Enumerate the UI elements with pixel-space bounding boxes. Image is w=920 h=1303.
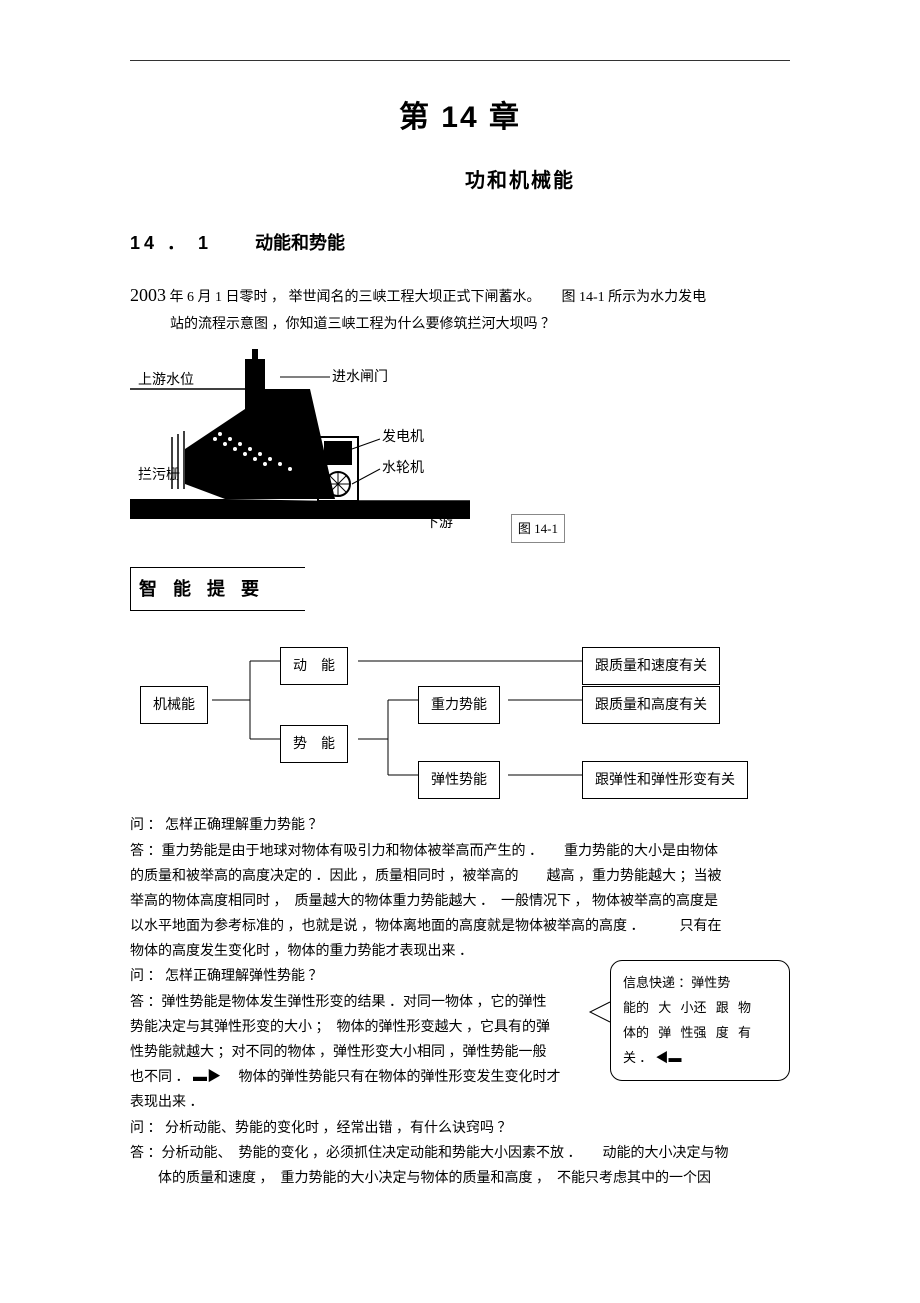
a3-line1: 答 ：分析动能、 势能的变化 ，必须抓住决定动能和势能大小因素不放 ． 动能的大…: [130, 1141, 790, 1166]
a2-line2: 势能决定与其弹性形变的大小 ； 物体的弹性形变越大 ，它具有的弹: [130, 1015, 602, 1040]
arrow-right-icon: ▬▶: [193, 1070, 221, 1085]
q1: 问 ： 怎样正确理解重力势能 ？: [130, 813, 790, 838]
a1-line3: 举高的物体高度相同时 ， 质量越大的物体重力势能越大 ． 一般情况下 ， 物体被…: [130, 889, 790, 914]
q3: 问 ： 分析动能、势能的变化时 ，经常出错 ，有什么诀窍吗 ？: [130, 1116, 790, 1141]
concept-grav-rel: 跟质量和高度有关: [582, 686, 720, 723]
concept-potential: 势 能: [280, 725, 348, 762]
section-title: 14 ． 1 动能和势能: [130, 227, 790, 259]
callout-pointer-icon: [588, 998, 612, 1026]
label-turbine: 水轮机: [382, 460, 424, 476]
a2-line4a: 也不同 ．: [130, 1070, 190, 1085]
callout-l1: 信息快递 ：弹性势: [623, 975, 730, 990]
a2-line4: 也不同 ． ▬▶ 物体的弹性势能只有在物体的弹性形变发生变化时才: [130, 1065, 602, 1090]
a2-line4b: 物体的弹性势能只有在物体的弹性形变发生变化时才: [225, 1070, 561, 1085]
concept-root: 机械能: [140, 686, 208, 723]
intro-line2: 站的流程示意图 ，你知道三峡工程为什么要修筑拦河大坝吗 ？: [130, 312, 790, 337]
a1-line1: 答 ：重力势能是由于地球对物体有吸引力和物体被举高而产生的 ． 重力势能的大小是…: [130, 839, 790, 864]
a2-line3: 性势能就越大 ；对不同的物体 ，弹性形变大小相同 ，弹性势能一般: [130, 1040, 602, 1065]
concept-gravitational: 重力势能: [418, 686, 500, 723]
callout-l4: 关 ．: [623, 1050, 652, 1065]
label-trash-rack: 拦污栅: [138, 467, 180, 483]
info-callout: 信息快递 ：弹性势 能的 大 小还 跟 物 体的 弹 性强 度 有 关 ． ◀▬: [610, 960, 790, 1081]
summary-heading-box: 智能提要: [130, 567, 305, 611]
label-upstream: 上游水位: [138, 372, 194, 388]
figure-caption: 图 14-1: [511, 514, 565, 543]
a1-line2: 的质量和被举高的高度决定的 ．因此 ，质量相同时 ，被举高的 越高 ，重力势能越…: [130, 864, 790, 889]
q2: 问 ： 怎样正确理解弹性势能 ？: [130, 964, 602, 989]
intro-paragraph: 2003 年 6 月 1 日零时 ， 举世闻名的三峡工程大坝正式下闸蓄水。 图 …: [130, 279, 790, 337]
a2-line1: 答 ：弹性势能是物体发生弹性形变的结果 ．对同一物体 ，它的弹性: [130, 990, 602, 1015]
a1-line4: 以水平地面为参考标准的 ，也就是说 ，物体离地面的高度就是物体被举高的高度 ． …: [130, 914, 790, 939]
figure-14-1: 上游水位 进水闸门 拦污栅 发电机 水轮机 下游 图 14-1: [130, 349, 790, 549]
chapter-number: 第 14 章: [130, 91, 790, 145]
intro-line1: 年 6 月 1 日零时 ， 举世闻名的三峡工程大坝正式下闸蓄水。 图 14-1 …: [166, 290, 706, 305]
concept-elastic-rel: 跟弹性和弹性形变有关: [582, 761, 748, 798]
chapter-title: 功和机械能: [130, 163, 790, 199]
section-number: 14 ． 1: [130, 233, 212, 253]
concept-kinetic: 动 能: [280, 647, 348, 684]
a3-line2: 体的质量和速度 ， 重力势能的大小决定与物体的质量和高度 ， 不能只考虑其中的一…: [130, 1166, 790, 1191]
concept-tree: 机械能 动 能 势 能 重力势能 弹性势能 跟质量和速度有关 跟质量和高度有关 …: [130, 625, 770, 795]
top-rule: [130, 60, 790, 61]
qa-block: 问 ： 怎样正确理解重力势能 ？ 答 ：重力势能是由于地球对物体有吸引力和物体被…: [130, 813, 790, 1191]
callout-l3: 体的 弹 性强 度 有: [623, 1025, 751, 1040]
a2-line5: 表现出来 ．: [130, 1090, 602, 1115]
section-name: 动能和势能: [255, 233, 345, 253]
concept-elastic: 弹性势能: [418, 761, 500, 798]
qa2-left: 问 ： 怎样正确理解弹性势能 ？ 答 ：弹性势能是物体发生弹性形变的结果 ．对同…: [130, 964, 602, 1115]
intro-year: 2003: [130, 285, 166, 305]
dam-diagram-svg: 上游水位 进水闸门 拦污栅 发电机 水轮机 下游: [130, 349, 560, 549]
label-generator: 发电机: [382, 429, 424, 445]
callout-wrap: 信息快递 ：弹性势 能的 大 小还 跟 物 体的 弹 性强 度 有 关 ． ◀▬: [610, 960, 790, 1081]
arrow-left-icon: ◀▬: [656, 1050, 682, 1065]
label-gate: 进水闸门: [332, 369, 388, 385]
label-downstream: 下游: [425, 515, 453, 531]
callout-l2: 能的 大 小还 跟 物: [623, 1000, 751, 1015]
concept-kinetic-rel: 跟质量和速度有关: [582, 647, 720, 684]
